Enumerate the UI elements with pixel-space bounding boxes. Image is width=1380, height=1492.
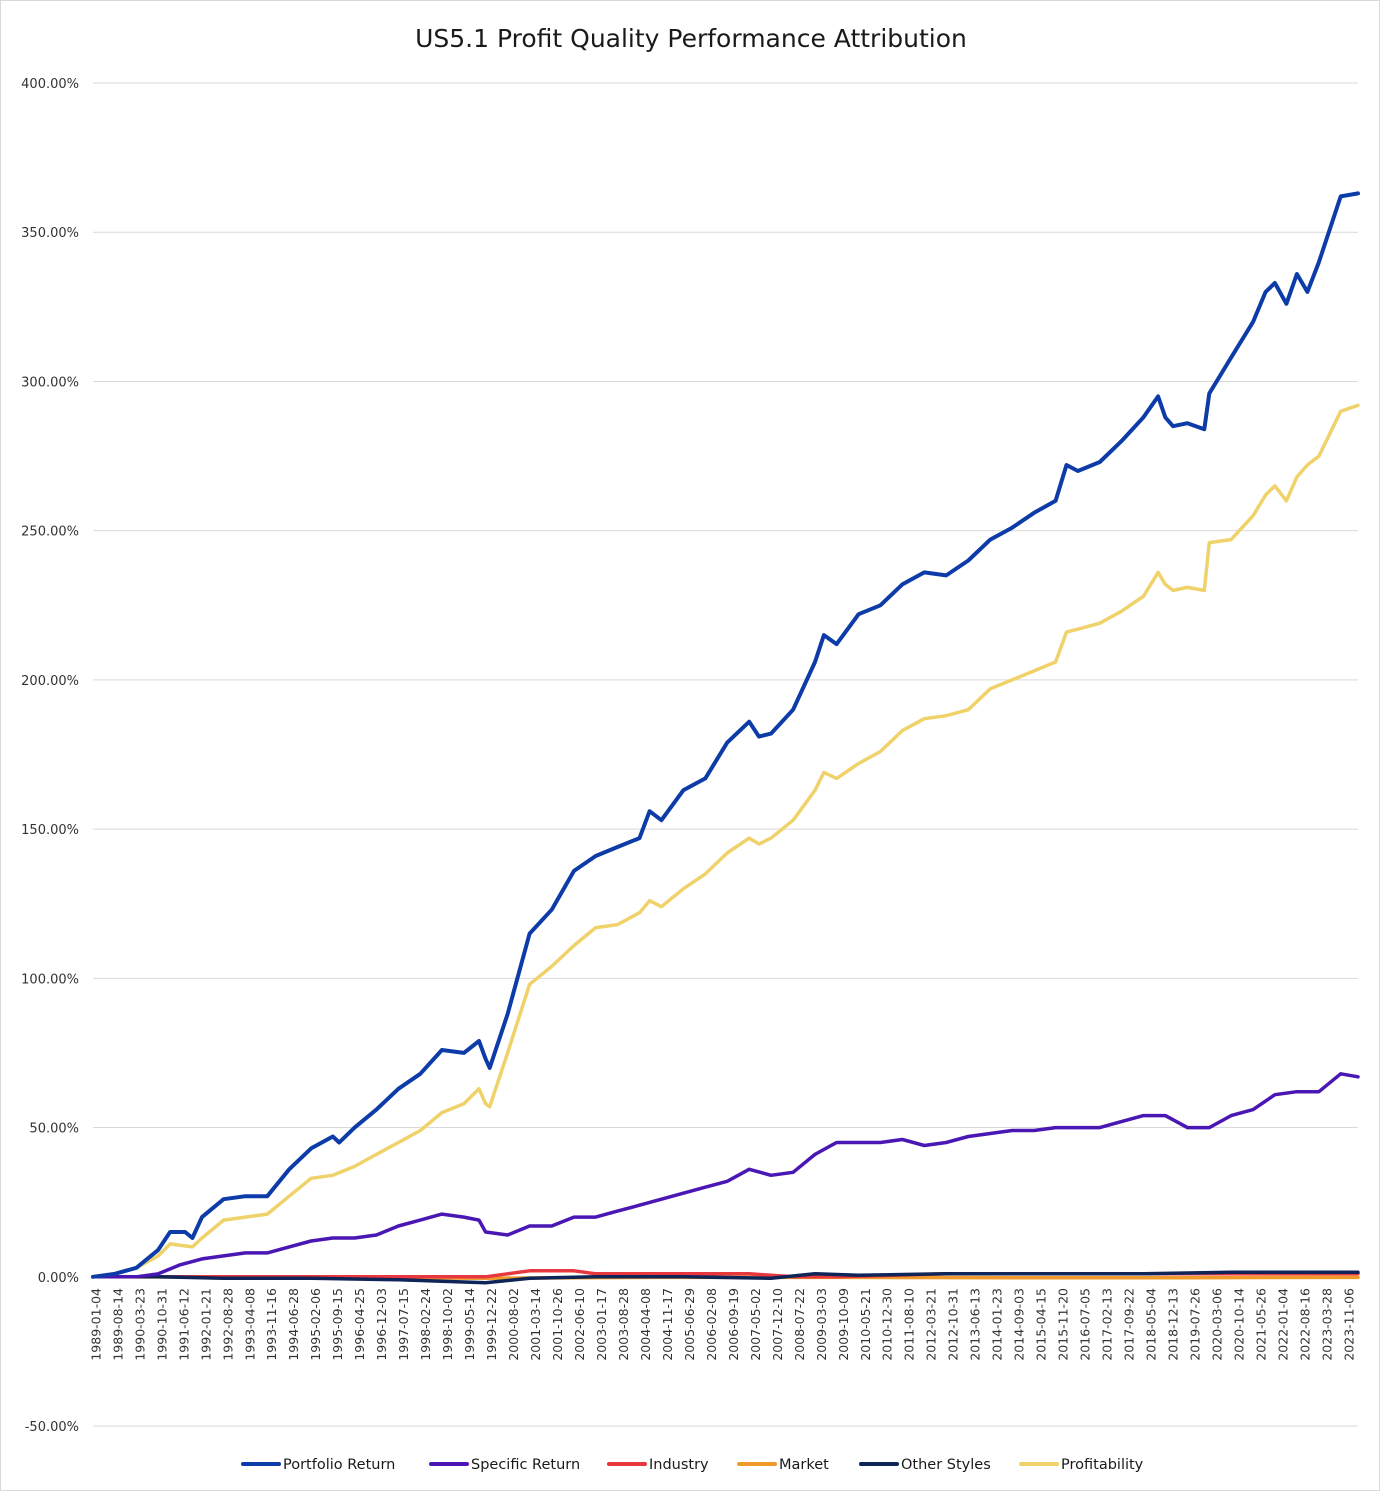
x-tick-label: 2020-10-14 (1231, 1288, 1246, 1361)
legend-label: Specific Return (471, 1457, 580, 1473)
y-tick-label: 250.00% (21, 525, 79, 540)
x-tick-label: 2012-03-21 (924, 1288, 939, 1361)
gridlines (93, 82, 1358, 1427)
legend: Portfolio Return Specific Return Industry M… (241, 1457, 1144, 1473)
y-tick-label: 300.00% (21, 375, 79, 390)
x-tick-label: 2022-08-16 (1297, 1288, 1312, 1361)
y-tick-label: 50.00% (29, 1122, 79, 1137)
x-tick-label: 1999-12-22 (484, 1288, 499, 1361)
x-tick-label: 2004-11-17 (660, 1288, 675, 1361)
x-tick-label: 2006-09-19 (726, 1288, 741, 1361)
x-tick-label: 1994-06-28 (286, 1288, 301, 1361)
x-tick-label: 2010-12-30 (880, 1288, 895, 1361)
x-tick-label: 2005-06-29 (682, 1288, 697, 1361)
legend-label: Market (779, 1457, 829, 1473)
x-tick-label: 2003-01-17 (594, 1288, 609, 1361)
x-tick-label: 2014-09-03 (1012, 1288, 1027, 1361)
x-tick-label: 2021-05-26 (1253, 1288, 1268, 1361)
series-line-other-styles (91, 1270, 1360, 1285)
x-tick-label: 2014-01-23 (990, 1288, 1005, 1361)
x-tick-label: 1992-01-21 (198, 1288, 213, 1361)
x-tick-label: 1996-12-03 (374, 1288, 389, 1361)
x-tick-label: 2011-08-10 (902, 1288, 917, 1361)
y-tick-label: 100.00% (21, 972, 79, 987)
x-tick-label: 2020-03-06 (1209, 1288, 1224, 1361)
y-axis-tick-labels: -50.00% 0.00% 50.00% 100.00% 150.00% 200.00% 2… (21, 77, 79, 1435)
y-tick-label: 200.00% (21, 674, 79, 689)
x-tick-label: 2016-07-05 (1078, 1288, 1093, 1361)
x-tick-label: 1991-06-12 (176, 1288, 191, 1361)
x-tick-label: 2009-10-09 (836, 1288, 851, 1361)
x-tick-label: 2023-03-28 (1319, 1288, 1334, 1361)
x-tick-label: 2001-03-14 (528, 1288, 543, 1361)
x-tick-label: 1997-07-15 (396, 1288, 411, 1361)
x-tick-label: 1993-11-16 (264, 1288, 279, 1361)
y-tick-label: -50.00% (25, 1420, 79, 1435)
x-tick-label: 2013-06-13 (968, 1288, 983, 1361)
x-tick-label: 1996-04-25 (352, 1288, 367, 1361)
legend-label: Portfolio Return (283, 1457, 395, 1473)
x-tick-label: 1990-03-23 (132, 1288, 147, 1361)
y-tick-label: 0.00% (38, 1271, 79, 1286)
x-tick-label: 2009-03-03 (814, 1288, 829, 1361)
x-tick-label: 2017-09-22 (1122, 1288, 1137, 1361)
x-tick-label: 2000-08-02 (506, 1288, 521, 1361)
x-tick-label: 2007-12-10 (770, 1288, 785, 1361)
legend-label: Industry (649, 1457, 709, 1473)
x-tick-label: 1999-05-14 (462, 1288, 477, 1361)
y-tick-label: 150.00% (21, 823, 79, 838)
series-line-specific-return (91, 1072, 1360, 1279)
x-tick-label: 1990-10-31 (154, 1288, 169, 1361)
series-line-profitability (91, 403, 1360, 1279)
x-tick-label: 2018-12-13 (1166, 1288, 1181, 1361)
x-tick-label: 1995-02-06 (308, 1288, 323, 1361)
legend-label: Profitability (1061, 1457, 1144, 1473)
x-tick-label: 2018-05-04 (1144, 1288, 1159, 1361)
x-tick-label: 2015-11-20 (1056, 1288, 1071, 1361)
x-tick-label: 1998-10-02 (440, 1288, 455, 1361)
x-tick-label: 2002-06-10 (572, 1288, 587, 1361)
x-tick-label: 2008-07-22 (792, 1288, 807, 1361)
chart-title: US5.1 Profit Quality Performance Attribu… (415, 24, 967, 53)
x-tick-label: 1992-08-28 (220, 1288, 235, 1361)
x-tick-label: 2006-02-08 (704, 1288, 719, 1361)
legend-label: Other Styles (901, 1457, 991, 1473)
series-lines (91, 191, 1360, 1285)
x-tick-label: 2019-07-26 (1187, 1288, 1202, 1361)
y-tick-label: 350.00% (21, 226, 79, 241)
x-tick-label: 2010-05-21 (858, 1288, 873, 1361)
x-tick-label: 1993-04-08 (242, 1288, 257, 1361)
x-tick-label: 1989-08-14 (110, 1288, 125, 1361)
x-tick-label: 2022-01-04 (1275, 1288, 1290, 1361)
series-line-portfolio-return (91, 191, 1360, 1279)
y-tick-label: 400.00% (21, 77, 79, 92)
x-axis-tick-labels: 1989-01-04 1989-08-14 1990-03-23 1990-10-31… (88, 1288, 1356, 1361)
x-tick-label: 2003-08-28 (616, 1288, 631, 1361)
x-tick-label: 2017-02-13 (1100, 1288, 1115, 1361)
x-tick-label: 2007-05-02 (748, 1288, 763, 1361)
x-tick-label: 2012-10-31 (946, 1288, 961, 1361)
x-tick-label: 1998-02-24 (418, 1288, 433, 1361)
x-tick-label: 2015-04-15 (1034, 1288, 1049, 1361)
x-tick-label: 1995-09-15 (330, 1288, 345, 1361)
x-tick-label: 2023-11-06 (1341, 1288, 1356, 1361)
x-tick-label: 2001-10-26 (550, 1288, 565, 1361)
x-tick-label: 2004-04-08 (638, 1288, 653, 1361)
x-tick-label: 1989-01-04 (88, 1288, 103, 1361)
